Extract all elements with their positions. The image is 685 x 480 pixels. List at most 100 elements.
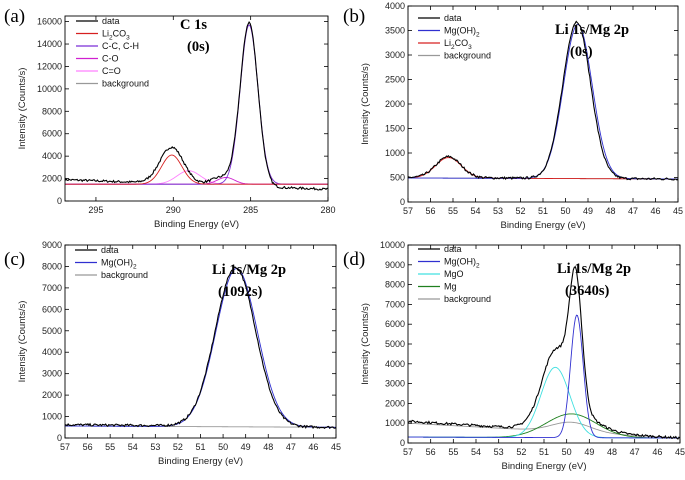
x-axis-label: Binding Energy (eV) [158,456,243,467]
x-tick-label: 46 [650,206,660,216]
x-tick-label: 55 [105,442,115,452]
y-axis-label: Intensity (Counts/s) [360,303,371,385]
legend-label: data [444,244,462,254]
y-tick-label: 2000 [385,99,405,109]
panel-tag: (d) [343,249,365,270]
legend-label: background [444,51,491,61]
y-axis-label: Intensity (Counts/s) [17,68,28,150]
x-tick-label: 47 [628,206,638,216]
series-line-data [408,20,678,181]
x-tick-label: 47 [286,442,296,452]
y-tick-label: 16000 [37,17,62,27]
y-tick-label: 9000 [42,240,62,250]
y-tick-label: 10000 [37,84,62,94]
x-tick-label: 48 [263,442,273,452]
x-tick-label: 46 [652,447,662,457]
panel-1: 57 56 55 54 53 52 51 50 49 48 47 46 45 0 500 1000 1500 20… [343,1,683,231]
legend-label: Mg [444,282,457,292]
panel-tag: (c) [4,249,25,270]
y-tick-label: 4000 [42,151,62,161]
panel-subtitle: (3640s) [565,283,609,299]
x-axis-label: Binding Energy (eV) [500,220,585,231]
y-tick-label: 2000 [42,174,62,184]
x-tick-label: 51 [539,447,549,457]
panel-title: Li 1s/Mg 2p [557,261,631,277]
x-tick-label: 47 [630,447,640,457]
legend-label: data [101,245,119,255]
panel-title: Li 1s/Mg 2p [555,22,629,38]
x-tick-label: 45 [673,206,683,216]
y-tick-label: 2000 [385,398,405,408]
y-axis-label: Intensity (Counts/s) [360,63,371,145]
legend-label: MgO [444,269,464,279]
x-axis-label: Binding Energy (eV) [501,461,586,472]
y-tick-label: 9000 [385,260,405,270]
y-tick-label: 8000 [42,106,62,116]
x-tick-label: 50 [562,447,572,457]
plot-frame [64,15,329,202]
y-tick-label: 12000 [37,61,62,71]
y-axis-label: Intensity (Counts/s) [17,301,28,383]
x-tick-label: 56 [83,442,93,452]
x-axis-label: Binding Energy (eV) [154,219,239,230]
x-tick-label: 55 [448,447,458,457]
x-tick-label: 57 [403,206,413,216]
x-tick-label: 53 [493,206,503,216]
legend-label: Li2CO3 [444,38,472,51]
series-line-data [65,266,336,430]
y-tick-label: 3000 [385,379,405,389]
y-tick-label: 4000 [42,347,62,357]
x-tick-label: 290 [166,205,181,215]
panel-tag: (b) [343,6,365,27]
x-tick-label: 295 [88,205,103,215]
y-tick-label: 3000 [42,369,62,379]
panel-0: 295 290 285 280 0 2000 4000 6000 8000 10000 12000 1… [4,6,336,230]
x-tick-label: 57 [403,447,413,457]
x-tick-label: 280 [320,205,335,215]
y-tick-label: 1000 [385,148,405,158]
x-tick-label: 49 [583,206,593,216]
x-tick-label: 49 [241,442,251,452]
y-tick-label: 0 [400,197,405,207]
series-line-li2co3 [65,154,328,185]
x-tick-label: 51 [538,206,548,216]
x-tick-label: 46 [308,442,318,452]
x-tick-label: 45 [675,447,685,457]
y-tick-label: 4000 [385,1,405,11]
x-tick-label: 52 [516,447,526,457]
series-line-background [408,421,680,439]
x-tick-label: 53 [494,447,504,457]
panel-title: C 1s [180,17,207,33]
legend-label: Mg(OH)2 [444,26,480,39]
y-tick-label: 3500 [385,26,405,36]
y-tick-label: 0 [57,196,62,206]
y-tick-label: 7000 [42,283,62,293]
x-tick-label: 54 [470,206,480,216]
panel-subtitle: (0s) [187,39,210,55]
series-group [65,266,336,430]
x-tick-label: 48 [607,447,617,457]
x-tick-label: 54 [471,447,481,457]
panel-subtitle: (1092s) [218,284,262,300]
legend-label: C-C, C-H [102,41,139,51]
y-tick-label: 3000 [385,50,405,60]
legend-label: C=O [102,66,121,76]
y-tick-label: 6000 [385,319,405,329]
series-group [65,20,328,191]
legend-label: Mg(OH)2 [444,257,480,270]
x-tick-label: 49 [584,447,594,457]
x-tick-label: 50 [560,206,570,216]
series-line-data [65,20,328,191]
x-tick-label: 52 [173,442,183,452]
y-tick-label: 2500 [385,75,405,85]
x-tick-label: 54 [128,442,138,452]
legend-label: Mg(OH)2 [101,258,137,271]
series-line-mg [408,413,680,439]
series-line-mgo [408,366,680,439]
x-tick-label: 285 [243,205,258,215]
y-tick-label: 0 [400,438,405,448]
y-tick-label: 7000 [385,299,405,309]
